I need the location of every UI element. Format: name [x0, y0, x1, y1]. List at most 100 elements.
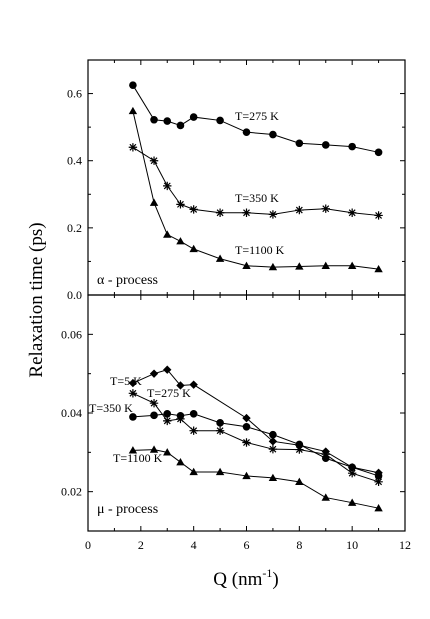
top-y-tick-label: 0.0	[67, 288, 82, 302]
top-data-point	[348, 142, 356, 151]
bottom-data-point	[374, 503, 383, 512]
bottom-data-point	[374, 472, 383, 480]
top-data-point	[374, 148, 383, 157]
top-y-tick-label: 0.4	[67, 154, 82, 168]
bottom-series-label: T=5 K	[110, 374, 142, 388]
bottom-data-point	[268, 437, 278, 446]
bottom-data-point	[163, 409, 172, 418]
top-data-point	[269, 130, 277, 139]
top-data-point	[242, 261, 251, 269]
bottom-data-point	[189, 409, 198, 418]
top-data-point	[374, 264, 383, 273]
top-data-point	[150, 115, 158, 124]
top-data-point	[374, 211, 383, 220]
bottom-data-point	[242, 422, 251, 431]
bottom-data-point	[269, 430, 277, 439]
top-data-point	[347, 208, 357, 217]
top-data-point	[129, 81, 137, 89]
top-data-point	[176, 237, 185, 245]
x-axis-title-main: Q (nm	[213, 569, 262, 590]
top-data-point	[347, 261, 357, 269]
top-data-point	[215, 254, 225, 262]
y-axis-title: Relaxation time (ps)	[26, 222, 47, 377]
bottom-data-point	[216, 419, 224, 427]
top-data-point	[216, 116, 224, 125]
top-data-point	[128, 143, 138, 152]
bottom-data-point	[128, 446, 138, 454]
bottom-data-point	[374, 477, 383, 487]
bottom-data-point	[163, 416, 172, 426]
bottom-data-point	[176, 381, 185, 390]
bottom-panel-frame	[87, 294, 406, 532]
bottom-data-point	[163, 365, 172, 374]
top-data-point	[215, 208, 225, 217]
bottom-data-point	[149, 398, 159, 408]
bottom-y-tick-label: 0.06	[61, 327, 82, 341]
top-data-point	[163, 181, 172, 191]
bottom-data-point	[176, 414, 185, 424]
bottom-data-point	[149, 445, 159, 453]
top-data-point	[295, 205, 304, 215]
x-tick-label: 2	[138, 538, 144, 552]
x-axis-title: Q (nm-1)	[213, 566, 278, 590]
bottom-data-point	[242, 438, 251, 447]
top-series-label: T=275 K	[235, 109, 279, 123]
bottom-data-point	[242, 471, 251, 480]
x-axis-title-superscript: -1	[262, 566, 272, 580]
bottom-data-point	[268, 473, 278, 482]
bottom-data-point	[176, 457, 185, 466]
bottom-data-point	[189, 380, 198, 389]
bottom-series-label: T=1100 K	[113, 451, 163, 465]
top-data-point	[242, 208, 251, 217]
top-data-point	[242, 128, 251, 136]
bottom-data-point	[189, 467, 198, 476]
bottom-y-tick-label: 0.04	[61, 406, 82, 420]
top-series-label: T=1100 K	[235, 243, 285, 257]
bottom-series-label: T=350 K	[89, 401, 133, 415]
bottom-y-tick-label: 0.02	[61, 485, 82, 499]
top-data-point	[176, 200, 185, 209]
top-data-point	[268, 210, 278, 219]
top-data-point	[149, 198, 159, 206]
top-data-point	[189, 113, 198, 121]
bottom-data-point	[347, 498, 357, 506]
bottom-data-point	[295, 440, 304, 449]
top-data-point	[163, 117, 172, 125]
top-series-label: T=350 K	[235, 191, 279, 205]
bottom-panel-annotation: μ - process	[97, 502, 158, 517]
bottom-data-point	[321, 493, 330, 501]
bottom-data-point	[347, 468, 357, 478]
top-data-point	[189, 205, 198, 214]
bottom-data-point	[150, 411, 158, 420]
top-data-point	[321, 141, 330, 149]
bottom-data-point	[149, 369, 159, 378]
x-tick-label: 10	[346, 538, 358, 552]
bottom-data-point	[321, 450, 330, 459]
bottom-data-point	[295, 477, 304, 485]
bottom-data-point	[128, 378, 138, 388]
top-data-point	[295, 139, 304, 148]
top-data-point	[163, 230, 172, 238]
bottom-data-point	[129, 413, 137, 421]
top-data-point	[149, 156, 159, 165]
top-data-point	[268, 262, 278, 271]
top-y-tick-label: 0.2	[67, 221, 82, 235]
bottom-data-point	[189, 426, 198, 435]
top-series-line	[132, 110, 379, 270]
bottom-data-point	[215, 467, 225, 476]
x-tick-label: 12	[399, 538, 411, 552]
bottom-series-label: T=275 K	[147, 386, 191, 400]
x-tick-label: 0	[85, 538, 91, 552]
bottom-data-point	[128, 389, 138, 398]
top-data-point	[321, 204, 330, 213]
bottom-data-point	[242, 413, 251, 423]
top-data-point	[176, 121, 185, 130]
chart-marks: 0.0 0.2 0.4 0.6 T=275 K T=350 K T=1100 K 0.02 0.…	[61, 59, 411, 552]
bottom-series-line	[132, 449, 379, 509]
top-series-line	[132, 146, 379, 216]
top-data-point	[189, 244, 198, 253]
bottom-data-point	[215, 426, 225, 435]
bottom-data-point	[295, 445, 304, 454]
bottom-series-line	[132, 392, 379, 483]
